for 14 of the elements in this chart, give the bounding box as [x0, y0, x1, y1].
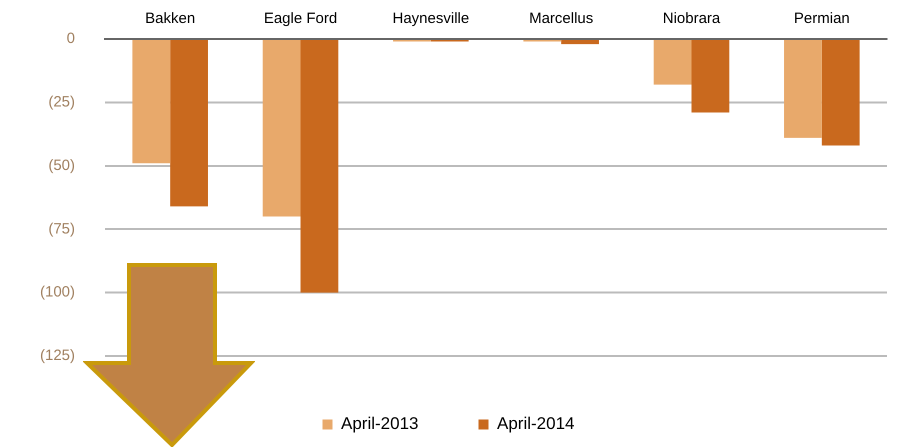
legend-label: April-2013 [341, 414, 419, 434]
y-tick-label: (75) [48, 220, 76, 238]
y-tick-label: (25) [48, 94, 76, 111]
y-tick-label: 0 [66, 30, 76, 48]
x-tick-label: Niobrara [662, 10, 721, 28]
y-tick-label: (125) [40, 347, 76, 364]
legend-label: April-2014 [497, 414, 574, 434]
y-tick-label: (50) [48, 156, 76, 174]
x-tick-label: Marcellus [529, 10, 594, 28]
x-tick-label: Haynesville [392, 10, 470, 28]
x-tick-label: Eagle Ford [264, 10, 338, 28]
y-tick-label: (100) [40, 284, 76, 301]
x-tick-label: Permian [794, 10, 850, 28]
x-tick-label: Bakken [145, 10, 196, 28]
